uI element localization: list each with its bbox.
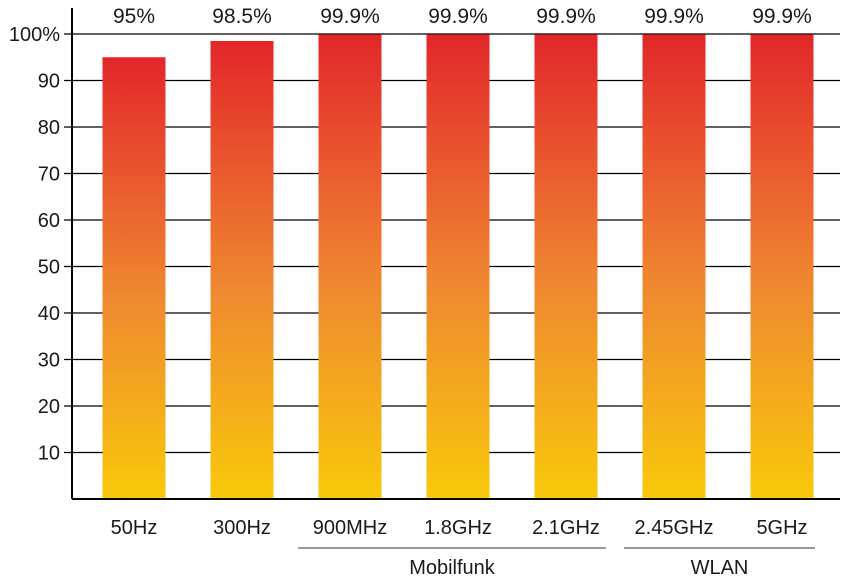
y-tick-label: 40 (38, 303, 60, 325)
y-tick-label: 10 (38, 443, 60, 465)
y-tick-label: 100% (9, 24, 60, 46)
x-category-label: 5GHz (756, 517, 807, 539)
x-category-label: 900MHz (313, 517, 387, 539)
group-label-wlan: WLAN (691, 557, 749, 579)
group-label-mobilfunk: Mobilfunk (409, 557, 496, 579)
bars (102, 34, 814, 500)
bar-value-label: 99.9% (752, 5, 812, 28)
bar-5ghz (750, 34, 814, 500)
x-category-label: 50Hz (111, 517, 158, 539)
x-category-label: 2.45GHz (635, 517, 714, 539)
bar-50hz (102, 57, 166, 499)
bar-value-label: 99.9% (536, 5, 596, 28)
bar-value-label: 99.9% (644, 5, 704, 28)
y-tick-label: 90 (38, 71, 60, 93)
bar-1-8ghz (426, 34, 490, 500)
y-tick-label: 70 (38, 164, 60, 186)
bar-value-label: 99.9% (320, 5, 380, 28)
y-tick-label: 80 (38, 117, 60, 139)
x-category-label: 300Hz (213, 517, 271, 539)
y-tick-label: 50 (38, 257, 60, 279)
y-tick-label: 60 (38, 210, 60, 232)
bar-value-label: 99.9% (428, 5, 488, 28)
labels: 10 20 30 40 50 60 70 80 90 100% 95% 50Hz 98.5% 300Hz 9… (9, 5, 812, 579)
bar-2-1ghz (534, 34, 598, 500)
bar-2-45ghz (642, 34, 706, 500)
y-tick-label: 20 (38, 396, 60, 418)
bar-900mhz (318, 34, 382, 500)
axes (71, 8, 840, 549)
bar-300hz (210, 40, 274, 499)
y-tick-label: 30 (38, 350, 60, 372)
x-category-label: 2.1GHz (532, 517, 600, 539)
bar-value-label: 98.5% (212, 5, 272, 28)
bar-value-label: 95% (113, 5, 155, 28)
x-category-label: 1.8GHz (424, 517, 492, 539)
